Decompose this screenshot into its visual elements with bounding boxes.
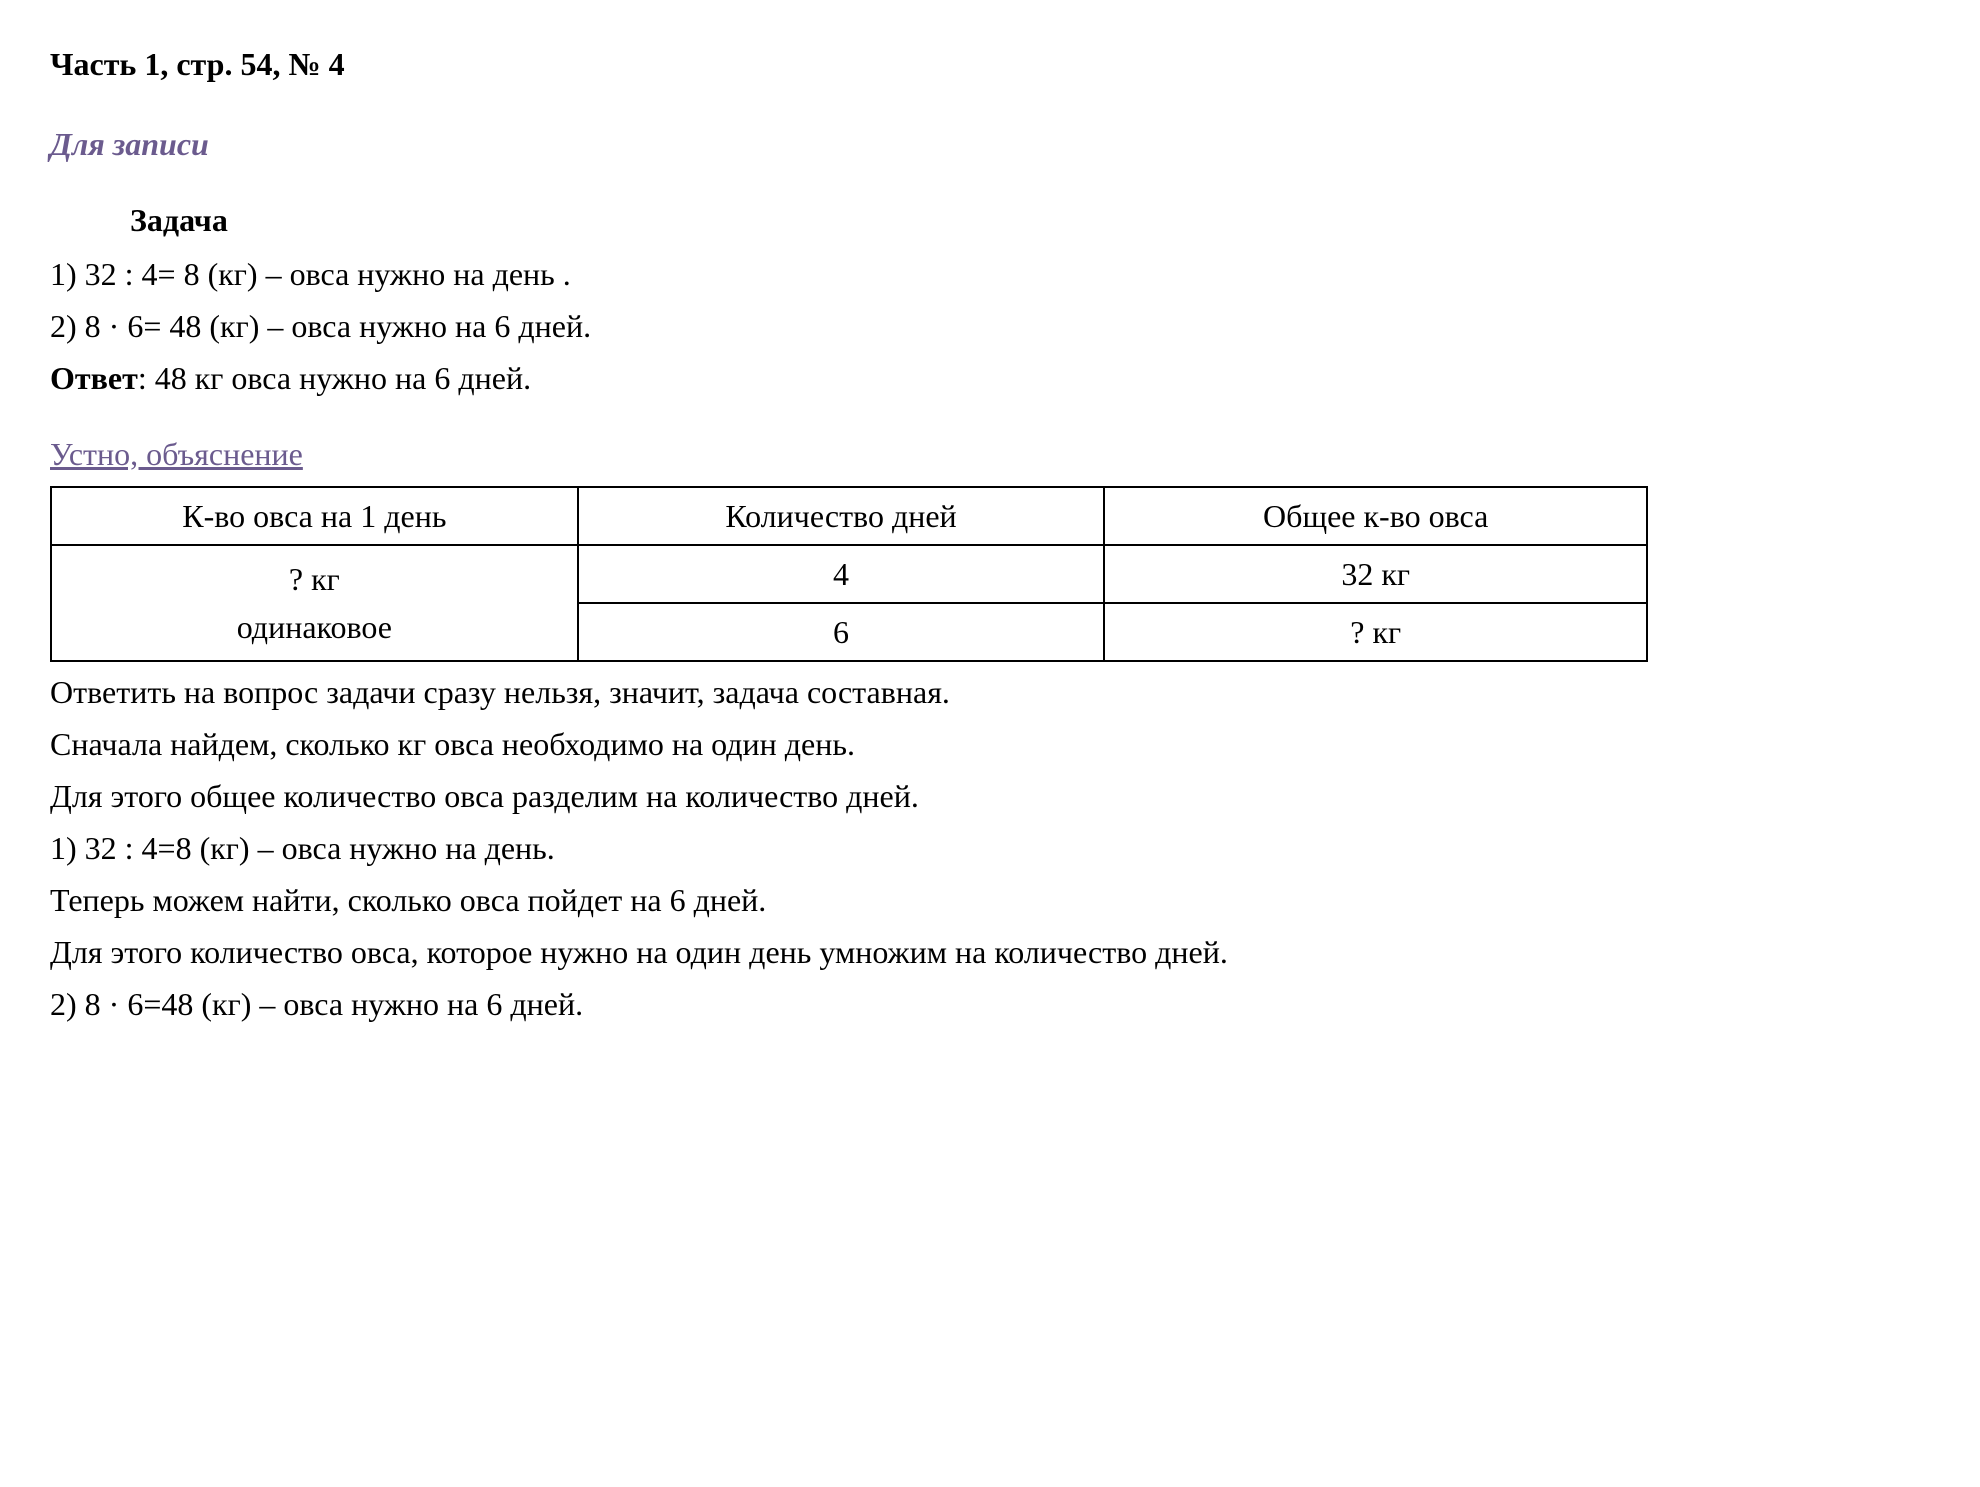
table-cell: 4: [578, 545, 1105, 603]
answer-label: Ответ: [50, 360, 138, 396]
table-cell: 32 кг: [1104, 545, 1647, 603]
explanation-line: Ответить на вопрос задачи сразу нельзя, …: [50, 668, 1930, 716]
explanation-header: Устно, объяснение: [50, 430, 1930, 478]
page-title: Часть 1, стр. 54, № 4: [50, 40, 1930, 88]
table-header-cell: Общее к-во овса: [1104, 487, 1647, 545]
table-cell-merged: ? кг одинаковое: [51, 545, 578, 661]
explanation-line: 1) 32 : 4=8 (кг) – овса нужно на день.: [50, 824, 1930, 872]
table-row: ? кг одинаковое 4 32 кг: [51, 545, 1647, 603]
section-subtitle: Для записи: [50, 120, 1930, 168]
explanation-block: Ответить на вопрос задачи сразу нельзя, …: [50, 668, 1930, 1028]
problem-table: К-во овса на 1 день Количество дней Обще…: [50, 486, 1648, 662]
solution-step-2: 2) 8 · 6= 48 (кг) – овса нужно на 6 дней…: [50, 302, 1930, 350]
explanation-line: Сначала найдем, сколько кг овса необходи…: [50, 720, 1930, 768]
table-cell-text: ? кг: [64, 555, 565, 603]
table-cell: ? кг: [1104, 603, 1647, 661]
explanation-line: Для этого количество овса, которое нужно…: [50, 928, 1930, 976]
table-header-cell: К-во овса на 1 день: [51, 487, 578, 545]
answer-text: : 48 кг овса нужно на 6 дней.: [138, 360, 531, 396]
answer-line: Ответ: 48 кг овса нужно на 6 дней.: [50, 354, 1930, 402]
explanation-line: 2) 8 · 6=48 (кг) – овса нужно на 6 дней.: [50, 980, 1930, 1028]
explanation-line: Для этого общее количество овса разделим…: [50, 772, 1930, 820]
table-header-cell: Количество дней: [578, 487, 1105, 545]
table-header-row: К-во овса на 1 день Количество дней Обще…: [51, 487, 1647, 545]
table-cell-text: одинаковое: [64, 603, 565, 651]
explanation-line: Теперь можем найти, сколько овса пойдет …: [50, 876, 1930, 924]
task-label: Задача: [130, 196, 1930, 244]
solution-step-1: 1) 32 : 4= 8 (кг) – овса нужно на день .: [50, 250, 1930, 298]
table-cell: 6: [578, 603, 1105, 661]
